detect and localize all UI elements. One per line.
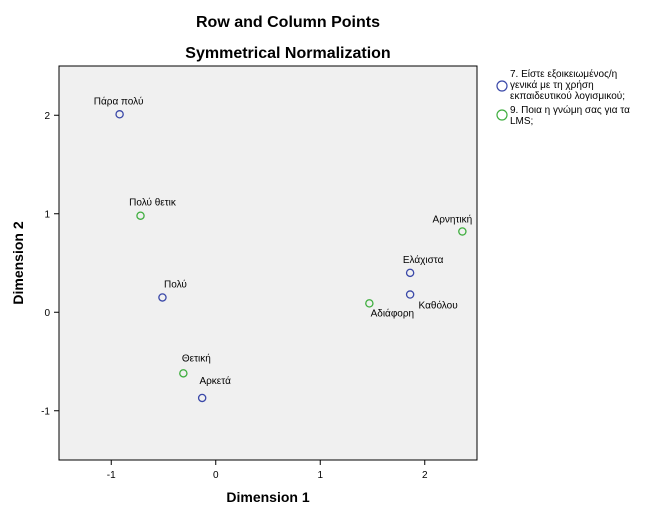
chart-subtitle: Symmetrical Normalization [185,45,390,62]
data-point-series-1 [115,110,124,119]
data-point-series-2 [179,369,188,378]
x-tick-label: 2 [422,470,428,481]
legend-marker-series-1 [496,80,508,92]
data-point-series-2 [458,227,467,236]
data-point-label: Ελάχιστα [403,254,444,266]
y-tick-label: 2 [44,111,50,122]
data-point-series-2 [136,211,145,220]
legend-label-series-1-line-2: γενικά με τη χρήση [510,79,594,91]
data-points: Πάρα πολύ Πολύ Αρκετά Ελάχιστα Καθόλου Πολύ θ… [94,95,473,403]
data-point-label: Αρνητική [433,213,473,225]
legend-marker-series-2 [496,109,508,121]
x-tick-label: -1 [107,470,116,481]
data-point-label: Πολύ θετικ [129,197,177,209]
data-point-label: Αρκετά [199,375,231,387]
data-point-series-1 [405,290,415,299]
data-point-label: Καθόλου [419,300,458,312]
legend: 7. Είστε εξοικειωμένος/η γενικά με τη χρ… [496,68,630,127]
data-point-series-1 [197,393,207,403]
legend-label-series-2-line-1: 9. Ποια η γνώμη σας για τα [510,104,630,116]
data-point-label: Πολύ [164,278,187,290]
legend-label-series-1-line-3: εκπαιδευτικού λογισμικού; [510,90,625,102]
data-point-label: Θετική [182,352,211,364]
y-tick-label: 1 [44,209,50,220]
axis-ticks: -1 0 1 2 -1 0 1 2 [41,111,428,481]
data-point-label: Αδιάφορη [371,307,415,319]
legend-label-series-2-line-2: LMS; [510,116,533,127]
data-point-series-1 [158,293,167,302]
y-tick-label: -1 [41,406,50,417]
data-point-label: Πάρα πολύ [94,95,144,107]
legend-label-series-1-line-1: 7. Είστε εξοικειωμένος/η [510,68,617,80]
y-axis-label: Dimension 2 [10,221,26,304]
y-tick-label: 0 [44,308,50,319]
x-axis-label: Dimension 1 [226,489,309,505]
x-tick-label: 0 [213,470,219,481]
chart-title: Row and Column Points [196,14,380,31]
data-point-series-1 [405,268,415,278]
x-tick-label: 1 [317,470,323,481]
plot-area [58,65,478,461]
data-point-series-2 [365,299,374,308]
